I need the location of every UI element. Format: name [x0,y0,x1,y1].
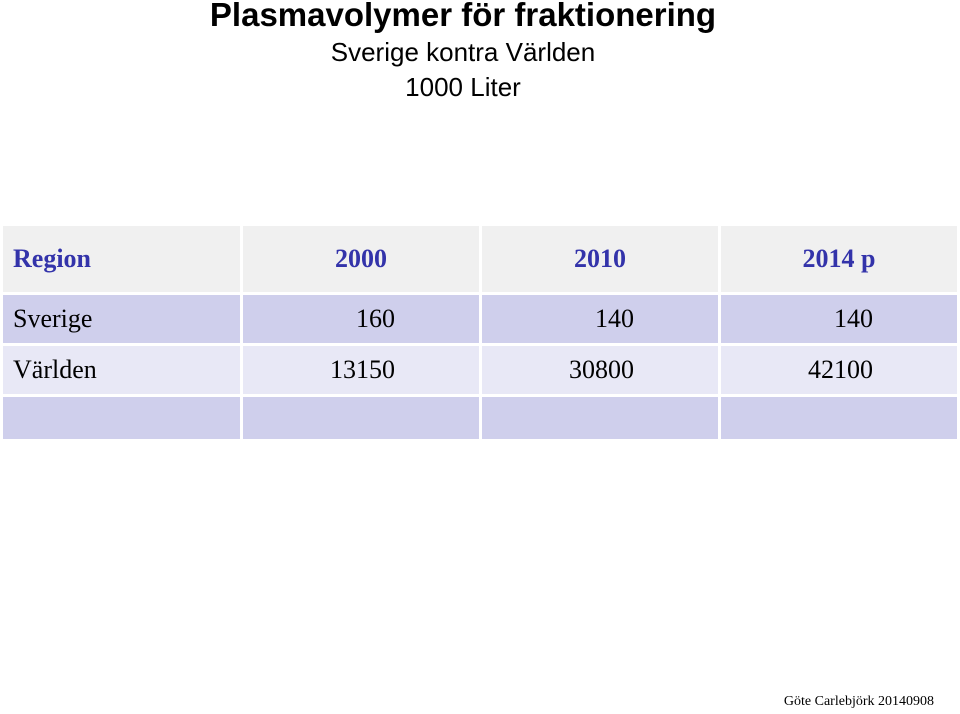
cell-2014: 42100 [721,346,957,394]
author-footer-note: Göte Carlebjörk 20140908 [783,694,934,709]
cell-2000 [243,397,479,439]
cell-region [3,397,240,439]
cell-2010: 30800 [482,346,718,394]
cell-2010: 140 [482,295,718,343]
cell-2010 [482,397,718,439]
page-title: Plasmavolymer för fraktionering [209,0,717,33]
cell-2014 [721,397,957,439]
column-header-2000: 2000 [243,226,479,292]
column-header-region: Region [3,226,240,292]
cell-region: Sverige [3,295,240,343]
table-row-varlden: Världen 13150 30800 42100 [3,346,957,394]
cell-region: Världen [3,346,240,394]
column-header-2010: 2010 [482,226,718,292]
page-subtitle: Sverige kontra Världen [330,37,596,67]
column-header-2014: 2014 p [721,226,957,292]
title-block: Plasmavolymer för fraktionering Sverige … [0,0,926,104]
cell-2000: 160 [243,295,479,343]
cell-2014: 140 [721,295,957,343]
table-row-empty [3,397,957,439]
plasma-volume-table: Region 2000 2010 2014 p Sverige 160 140 … [0,223,960,442]
table-row-sverige: Sverige 160 140 140 [3,295,957,343]
cell-2000: 13150 [243,346,479,394]
table-header-row: Region 2000 2010 2014 p [3,226,957,292]
unit-label: 1000 Liter [405,72,521,102]
